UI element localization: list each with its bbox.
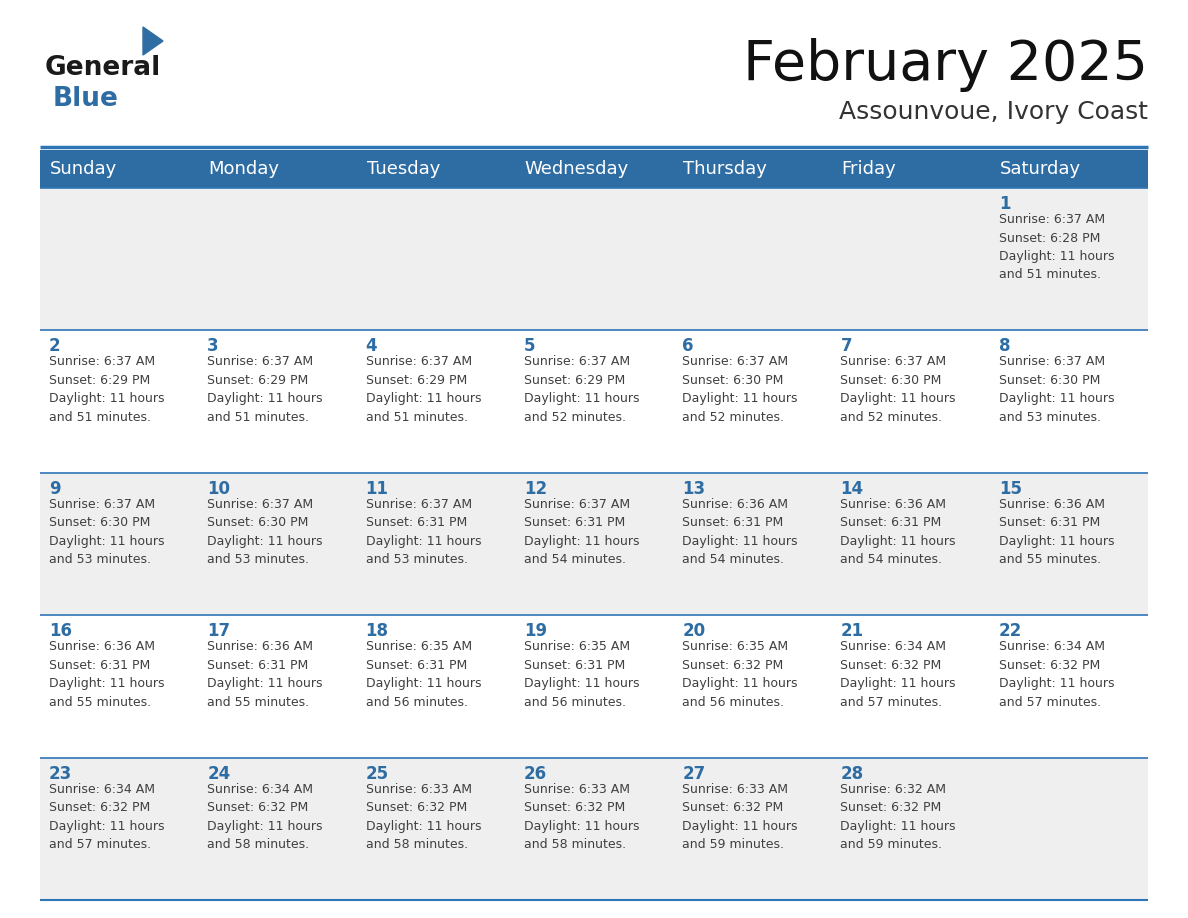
Text: Sunrise: 6:36 AM
Sunset: 6:31 PM
Daylight: 11 hours
and 54 minutes.: Sunrise: 6:36 AM Sunset: 6:31 PM Dayligh… (840, 498, 956, 566)
Text: Sunrise: 6:37 AM
Sunset: 6:29 PM
Daylight: 11 hours
and 51 minutes.: Sunrise: 6:37 AM Sunset: 6:29 PM Dayligh… (49, 355, 164, 424)
Text: Sunrise: 6:33 AM
Sunset: 6:32 PM
Daylight: 11 hours
and 59 minutes.: Sunrise: 6:33 AM Sunset: 6:32 PM Dayligh… (682, 783, 797, 851)
Text: Sunrise: 6:34 AM
Sunset: 6:32 PM
Daylight: 11 hours
and 57 minutes.: Sunrise: 6:34 AM Sunset: 6:32 PM Dayligh… (999, 640, 1114, 709)
Text: Sunday: Sunday (50, 160, 118, 178)
Text: Sunrise: 6:37 AM
Sunset: 6:29 PM
Daylight: 11 hours
and 51 minutes.: Sunrise: 6:37 AM Sunset: 6:29 PM Dayligh… (207, 355, 323, 424)
Text: Sunrise: 6:35 AM
Sunset: 6:31 PM
Daylight: 11 hours
and 56 minutes.: Sunrise: 6:35 AM Sunset: 6:31 PM Dayligh… (524, 640, 639, 709)
Text: 6: 6 (682, 338, 694, 355)
Text: 17: 17 (207, 622, 230, 640)
Text: 25: 25 (366, 765, 388, 783)
Text: 16: 16 (49, 622, 72, 640)
Text: Friday: Friday (841, 160, 896, 178)
Text: 19: 19 (524, 622, 546, 640)
Text: Sunrise: 6:35 AM
Sunset: 6:32 PM
Daylight: 11 hours
and 56 minutes.: Sunrise: 6:35 AM Sunset: 6:32 PM Dayligh… (682, 640, 797, 709)
Text: Sunrise: 6:37 AM
Sunset: 6:30 PM
Daylight: 11 hours
and 53 minutes.: Sunrise: 6:37 AM Sunset: 6:30 PM Dayligh… (999, 355, 1114, 424)
Text: 27: 27 (682, 765, 706, 783)
Text: 4: 4 (366, 338, 378, 355)
FancyBboxPatch shape (40, 473, 1148, 615)
Text: Sunrise: 6:37 AM
Sunset: 6:30 PM
Daylight: 11 hours
and 52 minutes.: Sunrise: 6:37 AM Sunset: 6:30 PM Dayligh… (840, 355, 956, 424)
Text: 28: 28 (840, 765, 864, 783)
Text: 18: 18 (366, 622, 388, 640)
Text: Sunrise: 6:36 AM
Sunset: 6:31 PM
Daylight: 11 hours
and 55 minutes.: Sunrise: 6:36 AM Sunset: 6:31 PM Dayligh… (999, 498, 1114, 566)
Text: February 2025: February 2025 (742, 38, 1148, 92)
Text: 5: 5 (524, 338, 536, 355)
Text: 9: 9 (49, 480, 61, 498)
Text: Sunrise: 6:35 AM
Sunset: 6:31 PM
Daylight: 11 hours
and 56 minutes.: Sunrise: 6:35 AM Sunset: 6:31 PM Dayligh… (366, 640, 481, 709)
Text: Sunrise: 6:36 AM
Sunset: 6:31 PM
Daylight: 11 hours
and 55 minutes.: Sunrise: 6:36 AM Sunset: 6:31 PM Dayligh… (49, 640, 164, 709)
Text: 23: 23 (49, 765, 72, 783)
Text: Sunrise: 6:37 AM
Sunset: 6:30 PM
Daylight: 11 hours
and 53 minutes.: Sunrise: 6:37 AM Sunset: 6:30 PM Dayligh… (207, 498, 323, 566)
Text: Sunrise: 6:34 AM
Sunset: 6:32 PM
Daylight: 11 hours
and 57 minutes.: Sunrise: 6:34 AM Sunset: 6:32 PM Dayligh… (840, 640, 956, 709)
Text: 7: 7 (840, 338, 852, 355)
Text: Sunrise: 6:37 AM
Sunset: 6:30 PM
Daylight: 11 hours
and 52 minutes.: Sunrise: 6:37 AM Sunset: 6:30 PM Dayligh… (682, 355, 797, 424)
Text: 24: 24 (207, 765, 230, 783)
Text: 22: 22 (999, 622, 1022, 640)
Text: 20: 20 (682, 622, 706, 640)
Text: Blue: Blue (53, 86, 119, 112)
Text: 21: 21 (840, 622, 864, 640)
Text: 3: 3 (207, 338, 219, 355)
Text: Sunrise: 6:37 AM
Sunset: 6:31 PM
Daylight: 11 hours
and 54 minutes.: Sunrise: 6:37 AM Sunset: 6:31 PM Dayligh… (524, 498, 639, 566)
Text: 10: 10 (207, 480, 230, 498)
Text: Sunrise: 6:33 AM
Sunset: 6:32 PM
Daylight: 11 hours
and 58 minutes.: Sunrise: 6:33 AM Sunset: 6:32 PM Dayligh… (366, 783, 481, 851)
Text: 26: 26 (524, 765, 546, 783)
Text: Tuesday: Tuesday (367, 160, 440, 178)
FancyBboxPatch shape (40, 150, 1148, 188)
Text: Sunrise: 6:36 AM
Sunset: 6:31 PM
Daylight: 11 hours
and 54 minutes.: Sunrise: 6:36 AM Sunset: 6:31 PM Dayligh… (682, 498, 797, 566)
Text: Wednesday: Wednesday (525, 160, 630, 178)
Text: Sunrise: 6:37 AM
Sunset: 6:29 PM
Daylight: 11 hours
and 52 minutes.: Sunrise: 6:37 AM Sunset: 6:29 PM Dayligh… (524, 355, 639, 424)
Text: Sunrise: 6:32 AM
Sunset: 6:32 PM
Daylight: 11 hours
and 59 minutes.: Sunrise: 6:32 AM Sunset: 6:32 PM Dayligh… (840, 783, 956, 851)
Text: 12: 12 (524, 480, 546, 498)
FancyBboxPatch shape (40, 330, 1148, 473)
Text: Thursday: Thursday (683, 160, 767, 178)
Text: Monday: Monday (208, 160, 279, 178)
Text: 14: 14 (840, 480, 864, 498)
Text: 1: 1 (999, 195, 1010, 213)
FancyBboxPatch shape (40, 188, 1148, 330)
Text: Sunrise: 6:36 AM
Sunset: 6:31 PM
Daylight: 11 hours
and 55 minutes.: Sunrise: 6:36 AM Sunset: 6:31 PM Dayligh… (207, 640, 323, 709)
Text: Sunrise: 6:33 AM
Sunset: 6:32 PM
Daylight: 11 hours
and 58 minutes.: Sunrise: 6:33 AM Sunset: 6:32 PM Dayligh… (524, 783, 639, 851)
Text: Sunrise: 6:34 AM
Sunset: 6:32 PM
Daylight: 11 hours
and 57 minutes.: Sunrise: 6:34 AM Sunset: 6:32 PM Dayligh… (49, 783, 164, 851)
Text: General: General (45, 55, 162, 81)
FancyBboxPatch shape (40, 757, 1148, 900)
FancyBboxPatch shape (40, 615, 1148, 757)
Text: Sunrise: 6:37 AM
Sunset: 6:28 PM
Daylight: 11 hours
and 51 minutes.: Sunrise: 6:37 AM Sunset: 6:28 PM Dayligh… (999, 213, 1114, 282)
Text: Sunrise: 6:37 AM
Sunset: 6:31 PM
Daylight: 11 hours
and 53 minutes.: Sunrise: 6:37 AM Sunset: 6:31 PM Dayligh… (366, 498, 481, 566)
Text: 8: 8 (999, 338, 1010, 355)
Text: 15: 15 (999, 480, 1022, 498)
Text: 13: 13 (682, 480, 706, 498)
Text: 11: 11 (366, 480, 388, 498)
Text: 2: 2 (49, 338, 61, 355)
Text: Saturday: Saturday (1000, 160, 1081, 178)
Polygon shape (143, 27, 163, 55)
Text: Sunrise: 6:34 AM
Sunset: 6:32 PM
Daylight: 11 hours
and 58 minutes.: Sunrise: 6:34 AM Sunset: 6:32 PM Dayligh… (207, 783, 323, 851)
Text: Sunrise: 6:37 AM
Sunset: 6:29 PM
Daylight: 11 hours
and 51 minutes.: Sunrise: 6:37 AM Sunset: 6:29 PM Dayligh… (366, 355, 481, 424)
Text: Assounvoue, Ivory Coast: Assounvoue, Ivory Coast (839, 100, 1148, 124)
Text: Sunrise: 6:37 AM
Sunset: 6:30 PM
Daylight: 11 hours
and 53 minutes.: Sunrise: 6:37 AM Sunset: 6:30 PM Dayligh… (49, 498, 164, 566)
